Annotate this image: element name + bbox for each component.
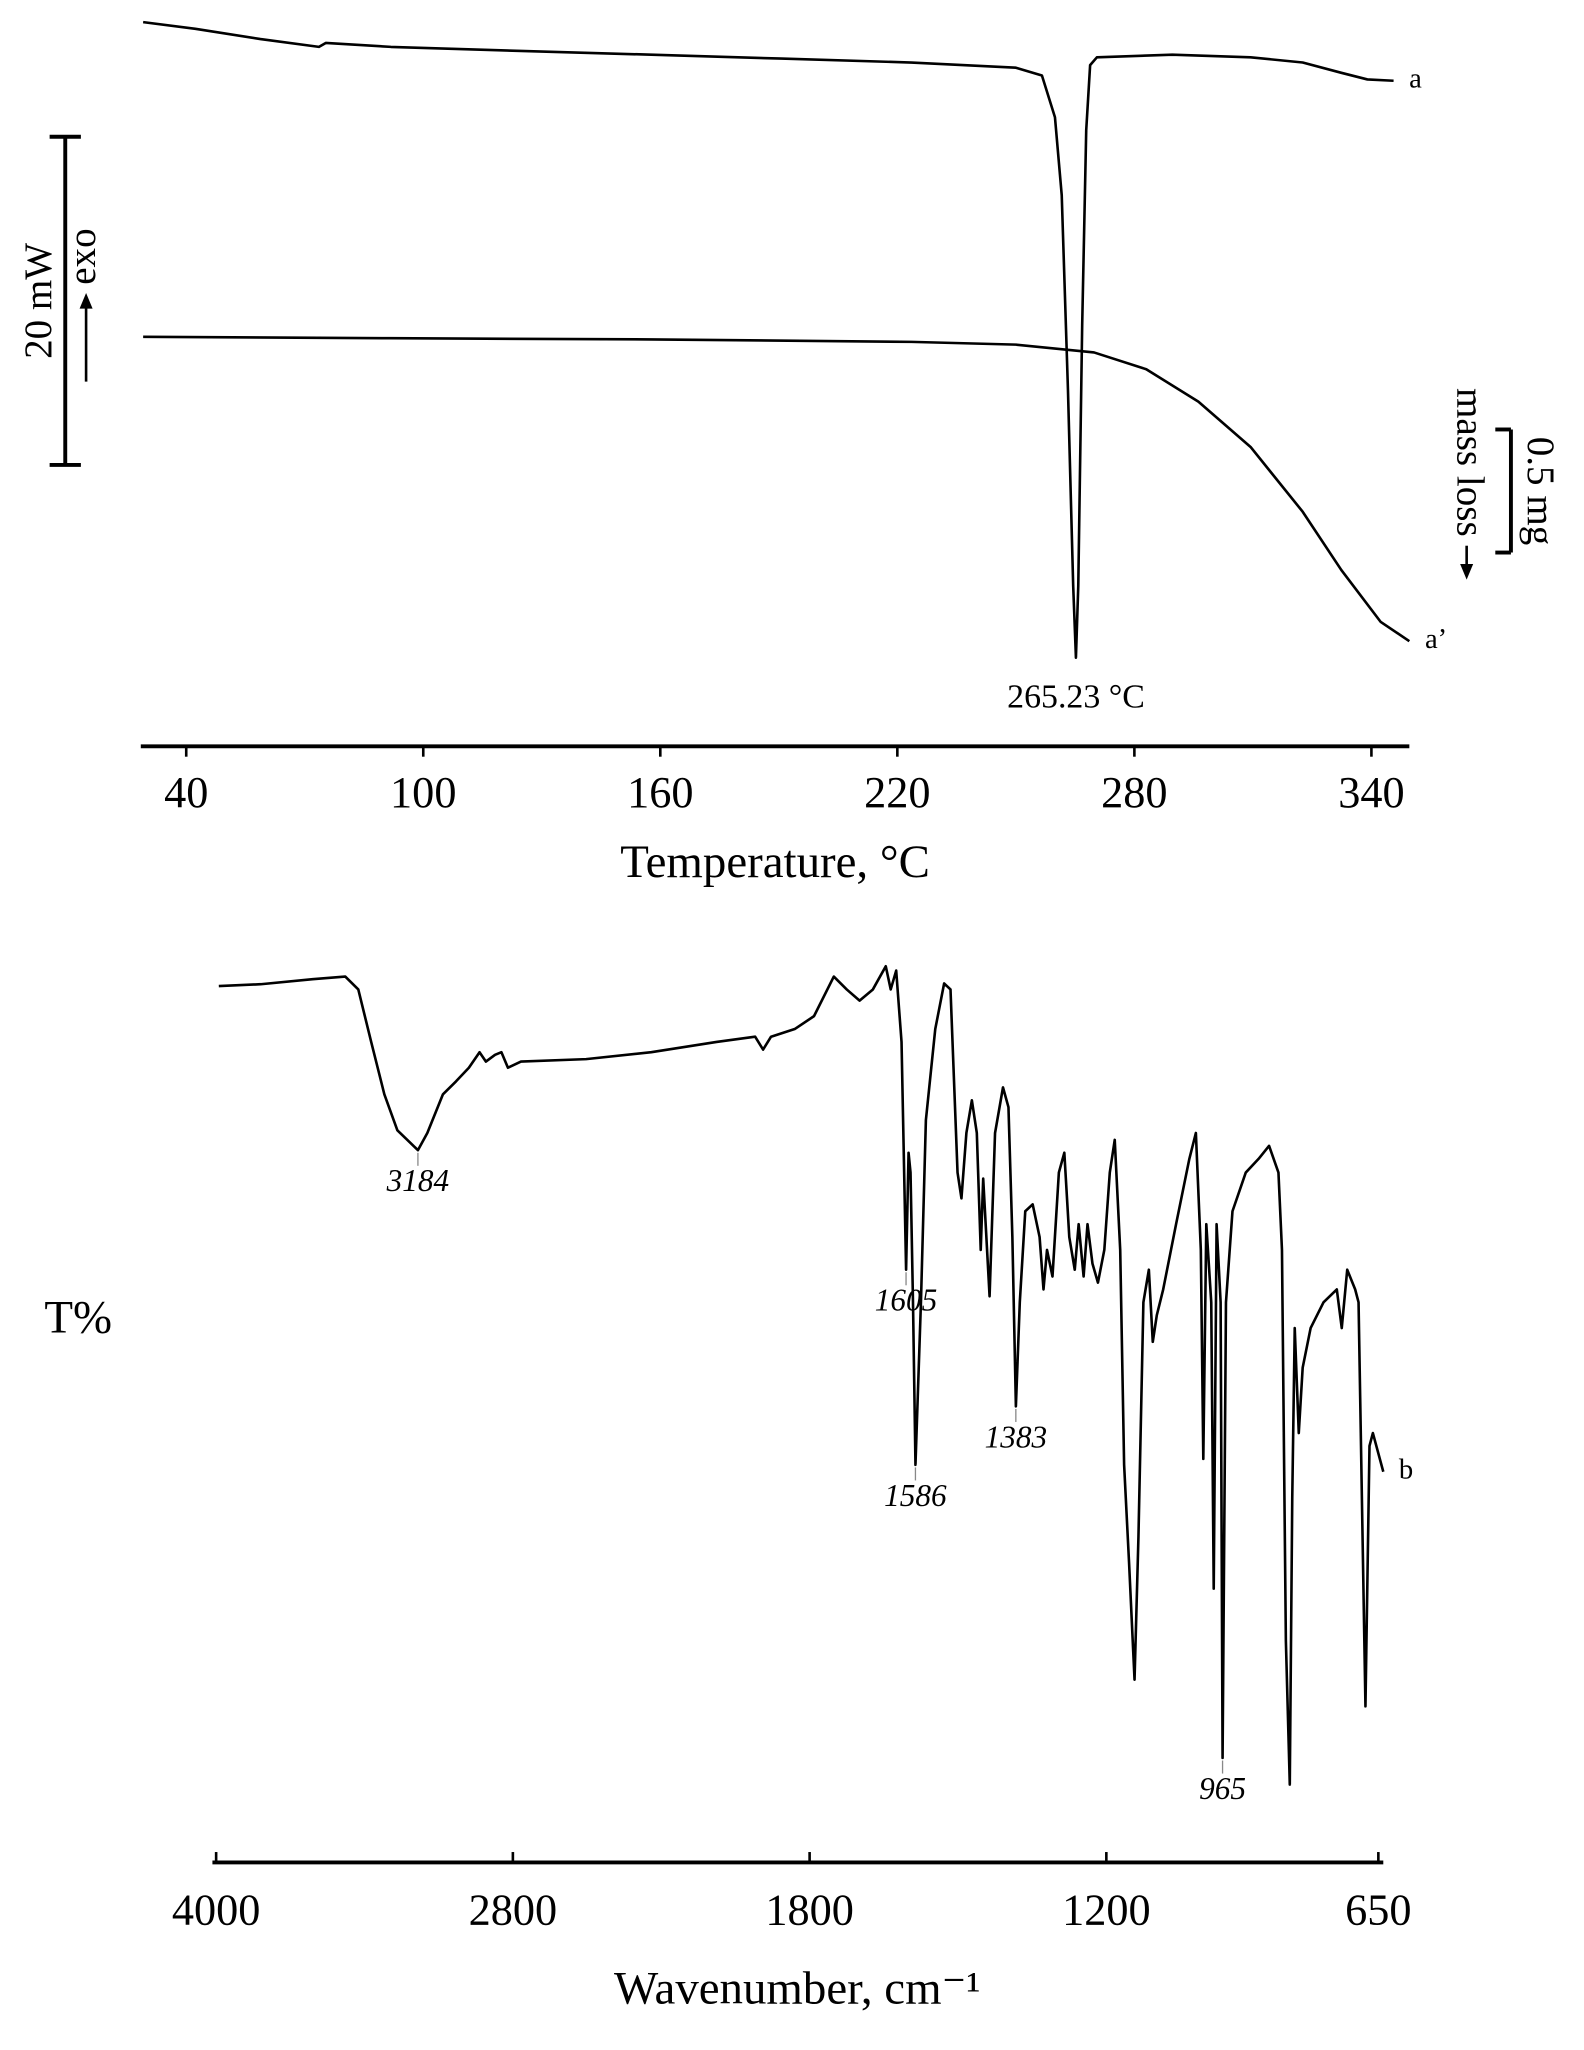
direction-label: mass loss	[1449, 388, 1492, 537]
x-tick-label: 4000	[172, 1886, 261, 1935]
x-tick-label: 650	[1345, 1886, 1411, 1935]
peak-label: 1383	[985, 1419, 1048, 1454]
series-line	[143, 335, 1411, 643]
x-tick-label: 100	[390, 768, 456, 817]
arrow-head	[1460, 563, 1474, 580]
x-tick-label: 1800	[765, 1886, 854, 1935]
x-tick-label: 340	[1338, 768, 1404, 817]
series-line	[142, 20, 1394, 660]
x-axis-title: Temperature, °C	[620, 836, 930, 888]
x-axis-title: Wavenumber, cm⁻¹	[614, 1962, 980, 2014]
series-label: b	[1399, 1453, 1413, 1485]
series-label: a’	[1425, 623, 1447, 655]
x-tick-label: 160	[627, 768, 693, 817]
x-tick-label: 280	[1101, 768, 1167, 817]
arrow-head	[79, 293, 93, 309]
x-tick-label: 1200	[1062, 1886, 1151, 1935]
series-label: a	[1409, 62, 1422, 94]
series-line	[218, 964, 1385, 1786]
scale-bar-label: 0.5 mg	[1519, 437, 1562, 546]
peak-label: 1586	[884, 1478, 947, 1513]
annotation: 265.23 °C	[1007, 678, 1145, 715]
direction-label: exo	[61, 228, 104, 284]
x-tick-label: 2800	[469, 1886, 558, 1935]
x-tick-label: 220	[864, 768, 930, 817]
peak-label: 1605	[875, 1283, 938, 1318]
peak-label: 3184	[386, 1163, 450, 1198]
x-tick-label: 40	[164, 768, 208, 817]
scale-bar-label: 20 mW	[17, 243, 60, 359]
peak-label: 965	[1199, 1771, 1246, 1806]
y-axis-title: T%	[44, 1292, 112, 1344]
